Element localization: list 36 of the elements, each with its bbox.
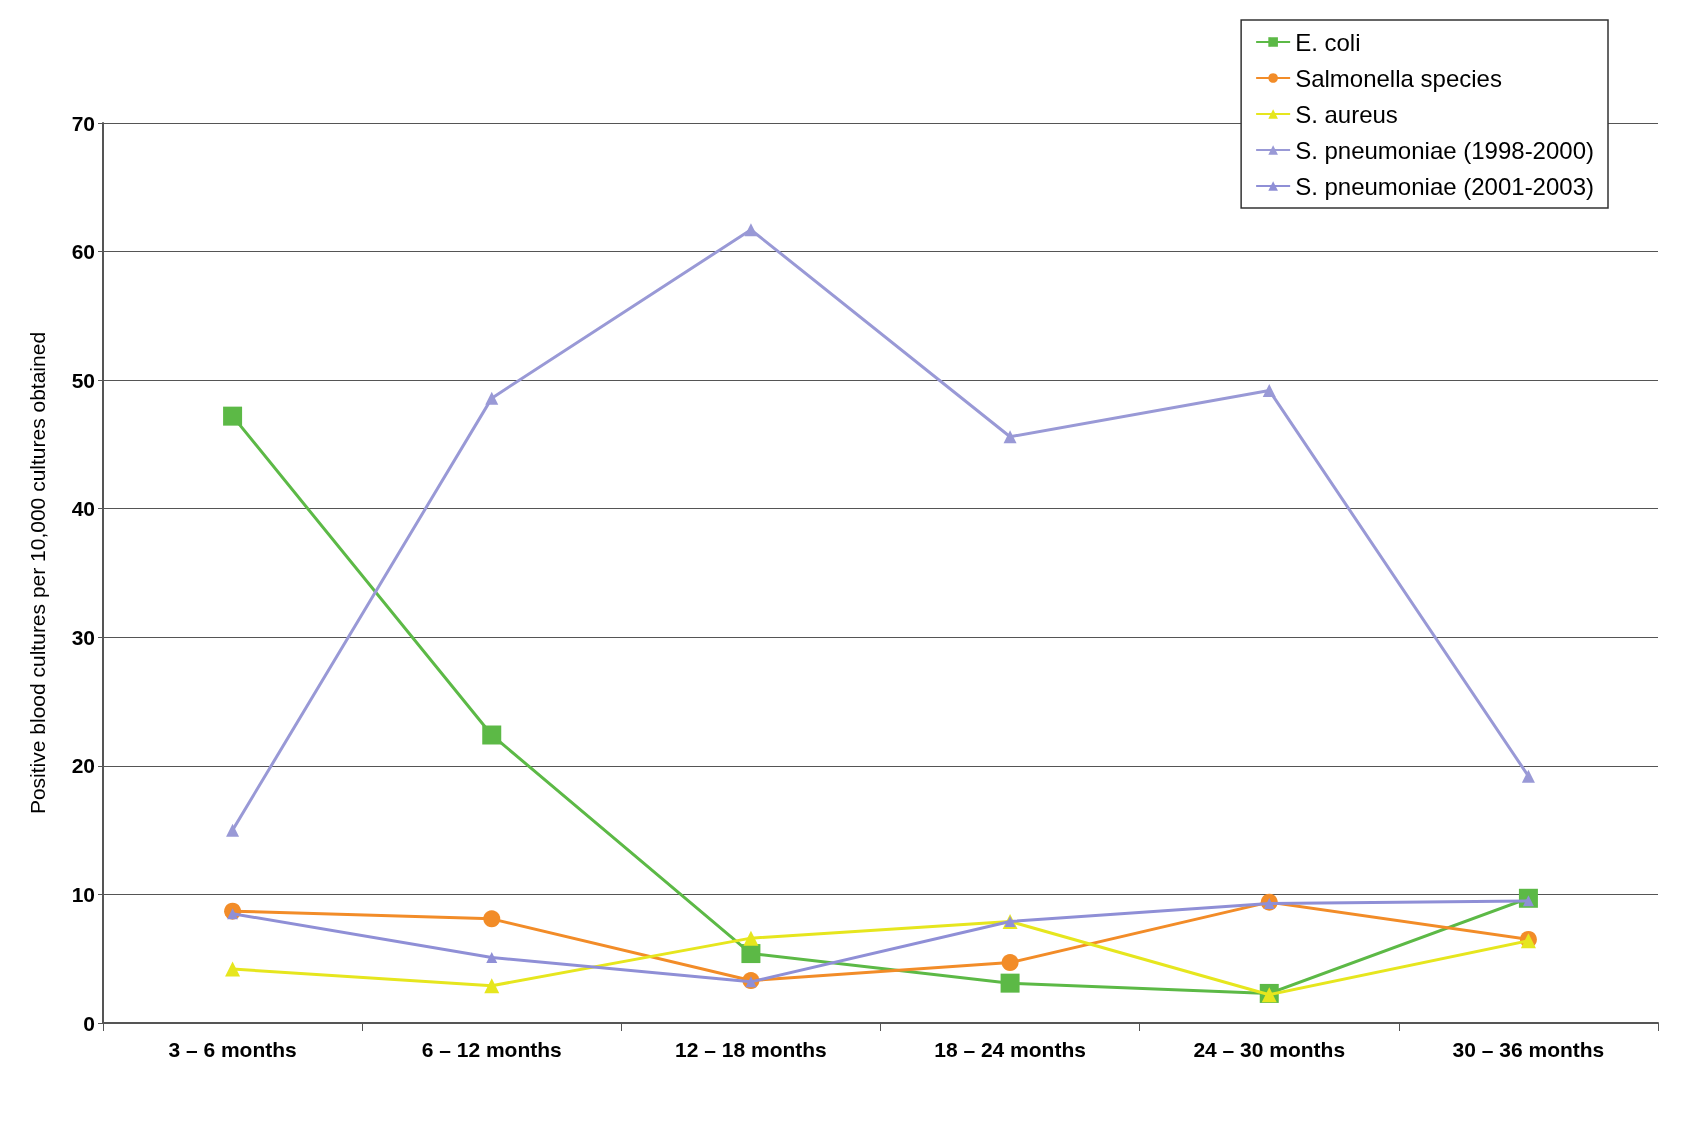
x-tick-label: 30 – 36 months [1452, 1038, 1605, 1061]
point [1003, 430, 1017, 444]
point [483, 910, 501, 928]
legend-label: S. aureus [1295, 100, 1398, 128]
x-tick-label: 3 – 6 months [168, 1038, 297, 1061]
y-tick-label: 70 [71, 111, 95, 135]
point [1001, 954, 1019, 972]
point [1000, 973, 1020, 993]
y-tick-label: 10 [71, 882, 95, 906]
point [1262, 383, 1276, 397]
point [225, 961, 241, 977]
legend-label: S. pneumoniae (2001-2003) [1295, 172, 1594, 200]
y-tick-label: 40 [71, 497, 95, 521]
point [223, 406, 243, 426]
y-tick-label: 30 [71, 625, 95, 649]
y-tick-label: 0 [83, 1011, 95, 1035]
point [741, 944, 761, 964]
x-tick-label: 6 – 12 months [421, 1038, 562, 1061]
x-tick-label: 18 – 24 months [934, 1038, 1086, 1061]
point [484, 978, 500, 994]
legend-label: Salmonella species [1295, 64, 1502, 92]
point [744, 223, 758, 237]
x-tick-label: 12 – 18 months [675, 1038, 827, 1061]
y-tick-label: 20 [71, 754, 95, 778]
y-tick-label: 60 [71, 240, 95, 264]
point [1521, 769, 1535, 783]
y-axis-title: Positive blood cultures per 10,000 cultures obtained [26, 331, 49, 815]
point [226, 823, 240, 837]
point [485, 391, 499, 405]
legend-label: E. coli [1295, 28, 1361, 56]
legend-label: S. pneumoniae (1998-2000) [1295, 136, 1594, 164]
x-tick-label: 24 – 30 months [1193, 1038, 1346, 1061]
point [743, 930, 759, 946]
point [486, 951, 498, 963]
y-tick-label: 50 [71, 368, 95, 392]
point [482, 725, 502, 745]
